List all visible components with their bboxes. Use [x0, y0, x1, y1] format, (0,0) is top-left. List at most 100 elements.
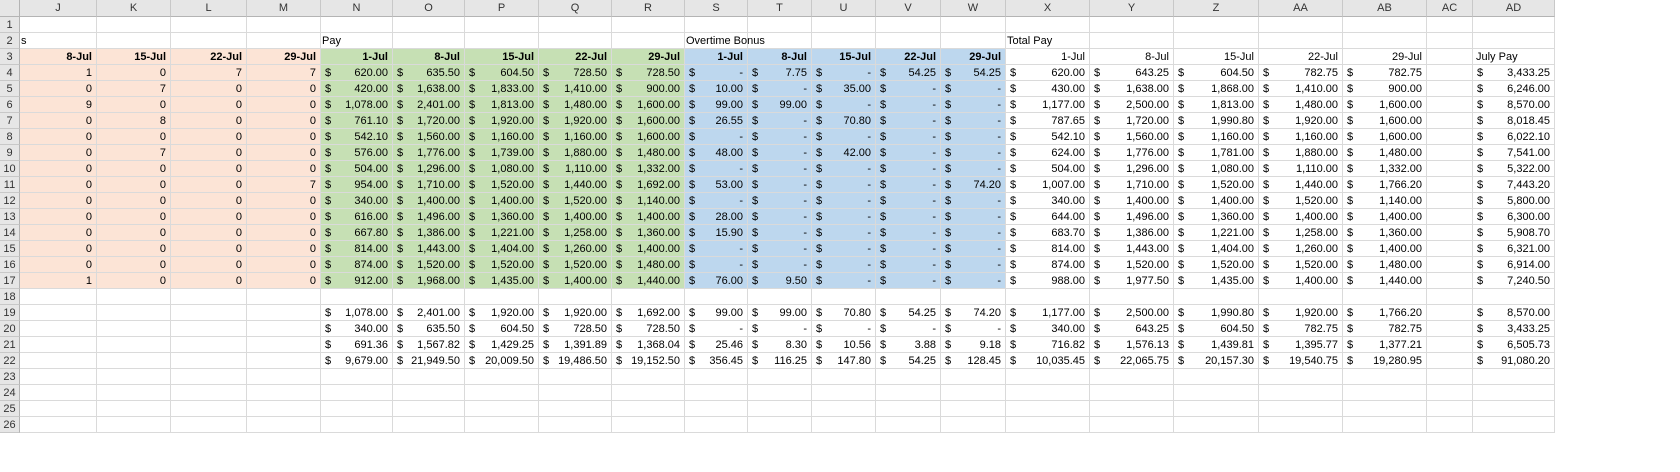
cell-t23[interactable]: [748, 369, 812, 385]
cell-o15[interactable]: $1,443.00: [393, 241, 465, 257]
cell-j19[interactable]: [20, 305, 97, 321]
cell-m6[interactable]: 0: [247, 97, 321, 113]
cell-aa3[interactable]: 22-Jul: [1259, 49, 1343, 65]
cell-aa6[interactable]: $1,480.00: [1259, 97, 1343, 113]
cell-o23[interactable]: [393, 369, 465, 385]
cell-q6[interactable]: $1,480.00: [539, 97, 612, 113]
cell-aa12[interactable]: $1,520.00: [1259, 193, 1343, 209]
row-header-4[interactable]: 4: [0, 65, 20, 81]
cell-m20[interactable]: [247, 321, 321, 337]
cell-s23[interactable]: [685, 369, 748, 385]
cell-ab2[interactable]: [1343, 33, 1427, 49]
cell-l24[interactable]: [171, 385, 247, 401]
cell-y17[interactable]: $1,977.50: [1090, 273, 1174, 289]
cell-y10[interactable]: $1,296.00: [1090, 161, 1174, 177]
cell-m24[interactable]: [247, 385, 321, 401]
cell-ad12[interactable]: $5,800.00: [1473, 193, 1555, 209]
cell-v12[interactable]: $ -: [876, 193, 941, 209]
cell-k21[interactable]: [97, 337, 171, 353]
cell-z10[interactable]: $1,080.00: [1174, 161, 1259, 177]
cell-r4[interactable]: $728.50: [612, 65, 685, 81]
cell-ab21[interactable]: $1,377.21: [1343, 337, 1427, 353]
cell-q7[interactable]: $1,920.00: [539, 113, 612, 129]
cell-m15[interactable]: 0: [247, 241, 321, 257]
cell-k7[interactable]: 8: [97, 113, 171, 129]
cell-q8[interactable]: $1,160.00: [539, 129, 612, 145]
cell-m4[interactable]: 7: [247, 65, 321, 81]
cell-l25[interactable]: [171, 401, 247, 417]
cell-k13[interactable]: 0: [97, 209, 171, 225]
cell-ad24[interactable]: [1473, 385, 1555, 401]
cell-q18[interactable]: [539, 289, 612, 305]
cell-z20[interactable]: $604.50: [1174, 321, 1259, 337]
cell-k14[interactable]: 0: [97, 225, 171, 241]
cell-z26[interactable]: [1174, 417, 1259, 433]
cell-k26[interactable]: [97, 417, 171, 433]
cell-u3[interactable]: 15-Jul: [812, 49, 876, 65]
cell-m7[interactable]: 0: [247, 113, 321, 129]
cell-r6[interactable]: $1,600.00: [612, 97, 685, 113]
cell-aa19[interactable]: $1,920.00: [1259, 305, 1343, 321]
cell-m21[interactable]: [247, 337, 321, 353]
cell-n17[interactable]: $912.00: [321, 273, 393, 289]
cell-z5[interactable]: $1,868.00: [1174, 81, 1259, 97]
cell-w14[interactable]: $ -: [941, 225, 1006, 241]
cell-u19[interactable]: $70.80: [812, 305, 876, 321]
cell-s18[interactable]: [685, 289, 748, 305]
cell-j25[interactable]: [20, 401, 97, 417]
cell-l7[interactable]: 0: [171, 113, 247, 129]
cell-v14[interactable]: $ -: [876, 225, 941, 241]
cell-x3[interactable]: 1-Jul: [1006, 49, 1090, 65]
cell-q15[interactable]: $1,260.00: [539, 241, 612, 257]
cell-p13[interactable]: $1,360.00: [465, 209, 539, 225]
cell-w4[interactable]: $54.25: [941, 65, 1006, 81]
cell-ab3[interactable]: 29-Jul: [1343, 49, 1427, 65]
cell-l17[interactable]: 0: [171, 273, 247, 289]
cell-v21[interactable]: $3.88: [876, 337, 941, 353]
column-header-ac[interactable]: AC: [1427, 0, 1473, 17]
cell-n7[interactable]: $761.10: [321, 113, 393, 129]
cell-q1[interactable]: [539, 17, 612, 33]
cell-m16[interactable]: 0: [247, 257, 321, 273]
cell-p20[interactable]: $604.50: [465, 321, 539, 337]
cell-ad17[interactable]: $7,240.50: [1473, 273, 1555, 289]
cell-v13[interactable]: $ -: [876, 209, 941, 225]
cell-t16[interactable]: $ -: [748, 257, 812, 273]
cell-l15[interactable]: 0: [171, 241, 247, 257]
column-header-l[interactable]: L: [171, 0, 247, 17]
cell-v1[interactable]: [876, 17, 941, 33]
cell-ad1[interactable]: [1473, 17, 1555, 33]
cell-ad9[interactable]: $7,541.00: [1473, 145, 1555, 161]
cell-r2[interactable]: [612, 33, 685, 49]
cell-q2[interactable]: [539, 33, 612, 49]
cell-n20[interactable]: $340.00: [321, 321, 393, 337]
cell-j21[interactable]: [20, 337, 97, 353]
cell-ad21[interactable]: $6,505.73: [1473, 337, 1555, 353]
cell-ac2[interactable]: [1427, 33, 1473, 49]
cell-l6[interactable]: 0: [171, 97, 247, 113]
cell-n9[interactable]: $576.00: [321, 145, 393, 161]
cell-k25[interactable]: [97, 401, 171, 417]
cell-ac1[interactable]: [1427, 17, 1473, 33]
cell-o3[interactable]: 8-Jul: [393, 49, 465, 65]
cell-z7[interactable]: $1,990.80: [1174, 113, 1259, 129]
cell-j8[interactable]: 0: [20, 129, 97, 145]
cell-l5[interactable]: 0: [171, 81, 247, 97]
cell-ad11[interactable]: $7,443.20: [1473, 177, 1555, 193]
cell-o9[interactable]: $1,776.00: [393, 145, 465, 161]
cell-m3[interactable]: 29-Jul: [247, 49, 321, 65]
cell-l2[interactable]: [171, 33, 247, 49]
cell-u13[interactable]: $ -: [812, 209, 876, 225]
cell-v7[interactable]: $ -: [876, 113, 941, 129]
cell-ad6[interactable]: $8,570.00: [1473, 97, 1555, 113]
cell-v22[interactable]: $54.25: [876, 353, 941, 369]
row-header-8[interactable]: 8: [0, 129, 20, 145]
cell-n21[interactable]: $691.36: [321, 337, 393, 353]
cell-q23[interactable]: [539, 369, 612, 385]
cell-ac5[interactable]: [1427, 81, 1473, 97]
cell-s8[interactable]: $ -: [685, 129, 748, 145]
cell-o20[interactable]: $635.50: [393, 321, 465, 337]
cell-q22[interactable]: $19,486.50: [539, 353, 612, 369]
cell-n6[interactable]: $1,078.00: [321, 97, 393, 113]
cell-j16[interactable]: 0: [20, 257, 97, 273]
